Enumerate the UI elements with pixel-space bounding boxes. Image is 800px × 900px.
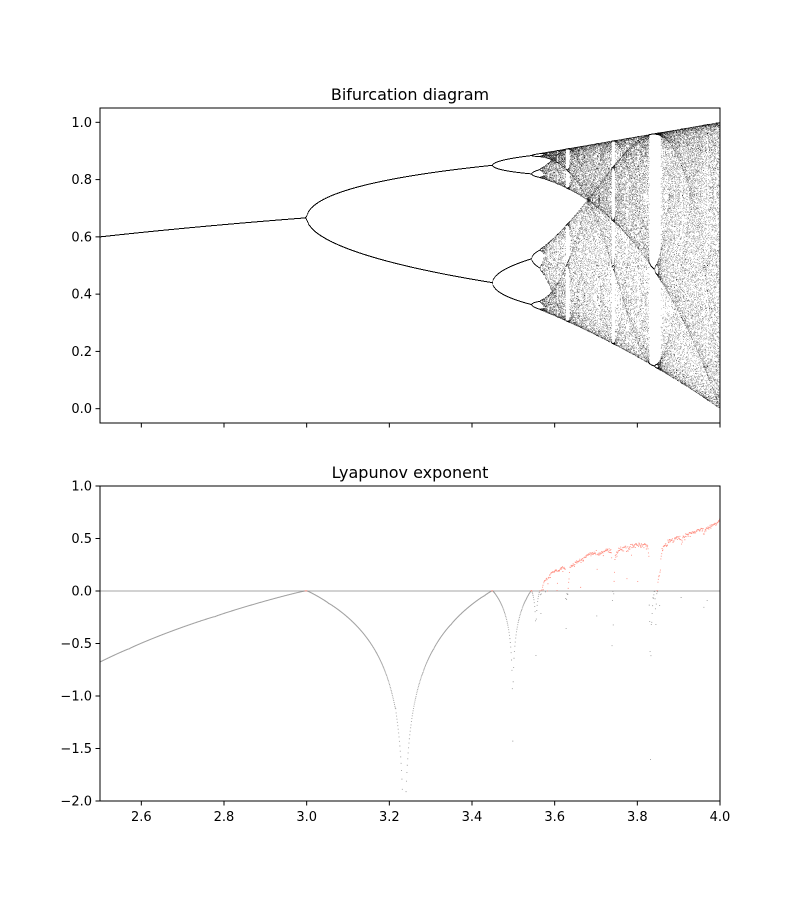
lyapunov-x-tick-label: 4.0	[710, 810, 731, 825]
lyapunov-panel: Lyapunov exponent 2.6 2.8 3.0 3.2 3.4 3.6 3.8 4…	[60, 463, 730, 825]
lyapunov-x-tick-label: 3.4	[462, 810, 483, 825]
lyapunov-x-tick-label: 3.2	[379, 810, 400, 825]
lyapunov-x-tick-label: 3.6	[544, 810, 565, 825]
lyapunov-x-tick-label: 3.0	[296, 810, 317, 825]
lyapunov-title: Lyapunov exponent	[332, 463, 489, 482]
lyapunov-y-tick-label: 0.5	[71, 532, 92, 547]
lyapunov-x-tick-label: 2.6	[131, 810, 152, 825]
lyapunov-axes-frame	[99, 485, 721, 802]
lyapunov-positive-points	[304, 517, 721, 592]
lyapunov-y-tick-label: 0.0	[71, 585, 92, 600]
bifurcation-y-tick-label: 0.2	[71, 345, 92, 360]
lyapunov-x-tick-label: 3.8	[627, 810, 648, 825]
lyapunov-y-tick-label: −1.0	[60, 690, 92, 705]
lyapunov-y-tick-label: −1.5	[60, 742, 92, 757]
bifurcation-y-tick-label: 1.0	[71, 116, 92, 131]
bifurcation-ticks: 0.0 0.2 0.4 0.6 0.8 1.0	[71, 116, 721, 428]
lyapunov-y-tick-label: −0.5	[60, 637, 92, 652]
bifurcation-title: Bifurcation diagram	[331, 85, 489, 104]
lyapunov-y-tick-label: 1.0	[71, 480, 92, 495]
bifurcation-y-tick-label: 0.8	[71, 173, 92, 188]
lyapunov-y-tick-label: −2.0	[60, 795, 92, 810]
bifurcation-y-tick-label: 0.6	[71, 230, 92, 245]
bifurcation-y-tick-label: 0.4	[71, 288, 92, 303]
lyapunov-ticks: 2.6 2.8 3.0 3.2 3.4 3.6 3.8 4.0 −2.0 −1.5 −1.0 −0.5…	[60, 480, 730, 826]
bifurcation-axes-frame	[99, 107, 721, 424]
lyapunov-x-tick-label: 2.8	[214, 810, 235, 825]
bifurcation-panel: Bifurcation diagram 0.0 0.2 0.4 0.6 0.8 1.0	[71, 85, 721, 428]
bifurcation-y-tick-label: 0.0	[71, 402, 92, 417]
